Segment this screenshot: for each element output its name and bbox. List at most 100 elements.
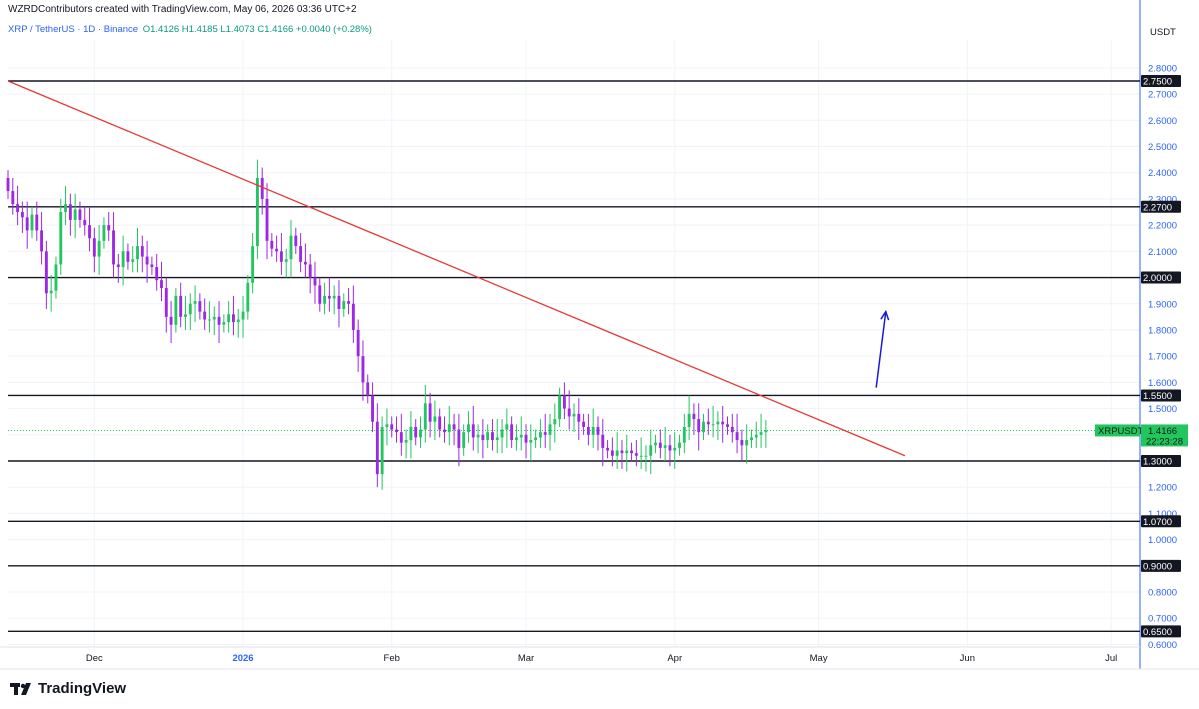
candle-body[interactable] xyxy=(692,413,696,420)
candle-body[interactable] xyxy=(188,303,192,315)
candle-body[interactable] xyxy=(673,447,677,451)
candle-body[interactable] xyxy=(678,442,681,448)
candle-body[interactable] xyxy=(222,322,226,325)
candle-body[interactable] xyxy=(30,214,34,231)
candle-body[interactable] xyxy=(543,432,547,435)
candle-body[interactable] xyxy=(668,445,672,451)
candle-body[interactable] xyxy=(40,230,44,252)
candle-body[interactable] xyxy=(126,251,130,262)
candle-body[interactable] xyxy=(155,267,159,281)
candle-body[interactable] xyxy=(179,295,183,317)
candle-body[interactable] xyxy=(476,434,480,438)
candle-body[interactable] xyxy=(68,204,72,220)
candle-body[interactable] xyxy=(217,316,221,325)
candle-body[interactable] xyxy=(601,434,605,448)
candle-body[interactable] xyxy=(591,426,595,435)
candle-body[interactable] xyxy=(78,209,82,220)
candle-body[interactable] xyxy=(255,177,259,247)
candle-body[interactable] xyxy=(212,316,216,320)
symbol-name[interactable]: XRP / TetherUS · 1D · Binance xyxy=(8,24,139,35)
candle-body[interactable] xyxy=(524,434,528,443)
candle-body[interactable] xyxy=(16,204,20,213)
projection-arrow-shaft[interactable] xyxy=(875,311,887,388)
candle-body[interactable] xyxy=(49,290,53,294)
candle-body[interactable] xyxy=(586,426,590,435)
candle-body[interactable] xyxy=(481,434,485,441)
candle-body[interactable] xyxy=(620,450,624,454)
candle-body[interactable] xyxy=(265,198,269,241)
candle-body[interactable] xyxy=(735,432,739,441)
candle-body[interactable] xyxy=(59,212,63,265)
candle-body[interactable] xyxy=(467,424,470,433)
candle-body[interactable] xyxy=(136,246,139,260)
candle-body[interactable] xyxy=(88,225,91,239)
candle-body[interactable] xyxy=(284,259,288,262)
candle-body[interactable] xyxy=(495,437,499,441)
candle-body[interactable] xyxy=(634,453,638,456)
candle-body[interactable] xyxy=(395,429,398,433)
candle-body[interactable] xyxy=(491,432,494,441)
candle-body[interactable] xyxy=(409,426,413,441)
candle-body[interactable] xyxy=(702,421,705,433)
candle-body[interactable] xyxy=(610,450,614,456)
candle-body[interactable] xyxy=(663,445,667,448)
candle-body[interactable] xyxy=(327,295,331,299)
candle-body[interactable] xyxy=(658,442,662,448)
candle-body[interactable] xyxy=(97,240,101,257)
candle-body[interactable] xyxy=(25,217,29,231)
candle-body[interactable] xyxy=(630,450,633,454)
candle-body[interactable] xyxy=(107,225,111,231)
candle-body[interactable] xyxy=(241,311,245,320)
candle-body[interactable] xyxy=(457,429,461,448)
candle-body[interactable] xyxy=(342,301,346,309)
candle-body[interactable] xyxy=(433,416,437,422)
candle-body[interactable] xyxy=(639,455,643,457)
candle-body[interactable] xyxy=(706,421,710,425)
candle-body[interactable] xyxy=(351,303,355,330)
candle-body[interactable] xyxy=(35,214,39,231)
candle-body[interactable] xyxy=(112,230,115,265)
candle-body[interactable] xyxy=(385,424,389,427)
candle-body[interactable] xyxy=(419,429,422,438)
candle-body[interactable] xyxy=(721,421,725,425)
candle-body[interactable] xyxy=(764,430,768,433)
candle-body[interactable] xyxy=(169,316,173,325)
candle-body[interactable] xyxy=(510,424,514,441)
candle-body[interactable] xyxy=(562,395,566,409)
candle-body[interactable] xyxy=(236,319,240,323)
candle-body[interactable] xyxy=(740,440,744,446)
candle-body[interactable] xyxy=(572,413,576,417)
candle-body[interactable] xyxy=(754,434,758,438)
candle-body[interactable] xyxy=(361,356,365,383)
candle-body[interactable] xyxy=(404,440,408,443)
candle-body[interactable] xyxy=(160,280,163,289)
candle-body[interactable] xyxy=(697,419,701,433)
candle-body[interactable] xyxy=(567,408,571,417)
candle-body[interactable] xyxy=(150,264,154,268)
candle-body[interactable] xyxy=(260,177,264,199)
candle-body[interactable] xyxy=(682,426,686,443)
candle-body[interactable] xyxy=(486,432,490,441)
candle-body[interactable] xyxy=(116,264,120,268)
tradingview-branding[interactable]: TradingView xyxy=(10,680,126,697)
candle-body[interactable] xyxy=(649,445,653,456)
candle-body[interactable] xyxy=(428,403,432,422)
candle-body[interactable] xyxy=(730,426,734,433)
candle-body[interactable] xyxy=(83,219,87,226)
candle-body[interactable] xyxy=(20,212,24,218)
candle-body[interactable] xyxy=(318,285,322,304)
candle-body[interactable] xyxy=(548,424,552,435)
candle-body[interactable] xyxy=(745,440,749,446)
candle-body[interactable] xyxy=(44,251,48,294)
candle-body[interactable] xyxy=(308,264,312,278)
candle-body[interactable] xyxy=(414,426,418,438)
candle-body[interactable] xyxy=(519,434,523,438)
candle-body[interactable] xyxy=(711,424,715,426)
candle-body[interactable] xyxy=(279,251,283,262)
candle-body[interactable] xyxy=(553,419,557,425)
candle-body[interactable] xyxy=(380,426,384,475)
candle-body[interactable] xyxy=(577,413,581,422)
candle-body[interactable] xyxy=(452,424,456,430)
candle-body[interactable] xyxy=(73,209,77,220)
candle-body[interactable] xyxy=(443,429,446,433)
